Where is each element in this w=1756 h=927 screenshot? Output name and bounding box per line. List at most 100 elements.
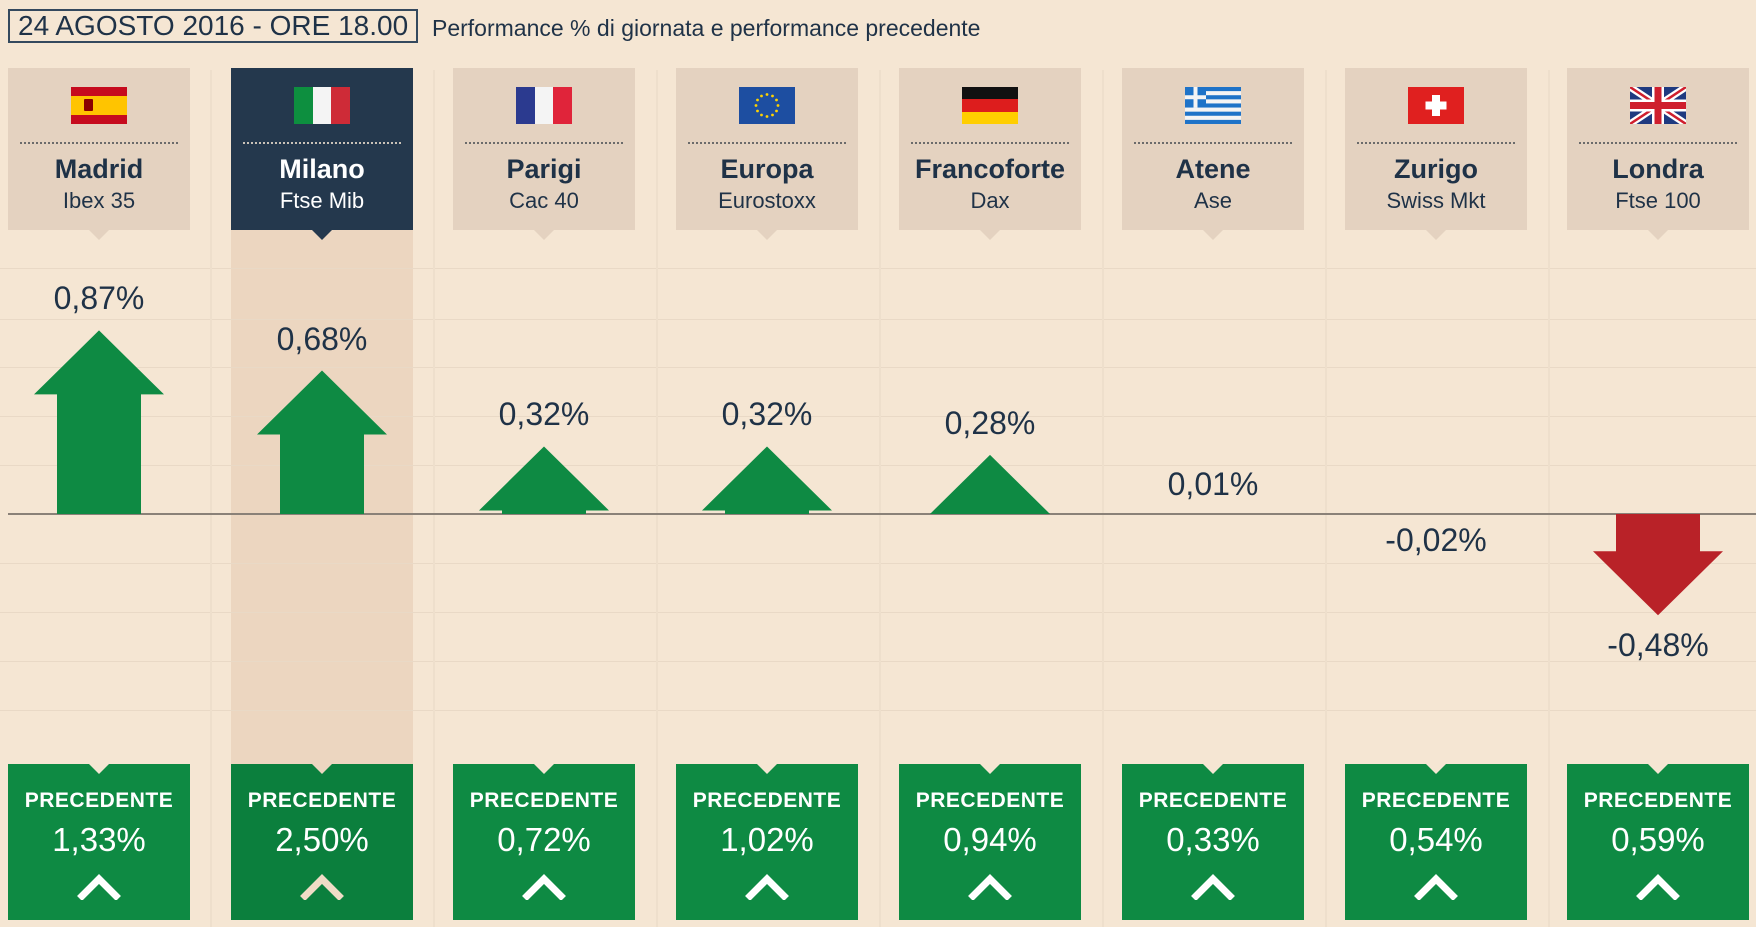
market-city: Atene <box>1175 154 1251 184</box>
chevron-up-icon <box>1414 874 1458 900</box>
gridline <box>0 416 1756 417</box>
column-separator <box>1548 70 1550 927</box>
previous-box-madrid: PRECEDENTE 1,33% <box>8 764 190 920</box>
market-header-francoforte: Francoforte Dax <box>899 68 1081 240</box>
market-header-europa: Europa Eurostoxx <box>676 68 858 240</box>
previous-label: PRECEDENTE <box>1361 789 1511 812</box>
market-index: Eurostoxx <box>718 188 816 213</box>
previous-pointer <box>980 764 1000 774</box>
previous-value: 2,50% <box>275 821 369 858</box>
value-label-zurigo: -0,02% <box>1385 522 1487 558</box>
previous-box-parigi: PRECEDENTE 0,72% <box>453 764 635 920</box>
header-pointer <box>312 230 332 240</box>
previous-box-zurigo: PRECEDENTE 0,54% <box>1345 764 1527 920</box>
previous-value: 0,33% <box>1166 821 1260 858</box>
value-label-madrid: 0,87% <box>53 280 145 317</box>
gridline <box>0 563 1756 564</box>
previous-pointer <box>534 764 554 774</box>
previous-box-francoforte: PRECEDENTE 0,94% <box>899 764 1081 920</box>
italy-flag-icon <box>294 87 350 124</box>
gridline <box>0 367 1756 368</box>
market-header-madrid: Madrid Ibex 35 <box>8 68 190 240</box>
market-city: Zurigo <box>1394 154 1478 184</box>
dotted-divider <box>1134 142 1292 144</box>
column-separator <box>1102 70 1104 927</box>
market-index: Swiss Mkt <box>1386 188 1486 213</box>
gridline <box>0 661 1756 662</box>
market-city: Parigi <box>506 154 582 184</box>
previous-box-europa: PRECEDENTE 1,02% <box>676 764 858 920</box>
up-arrow-milano <box>257 370 387 514</box>
spain-flag-icon <box>71 87 127 124</box>
value-label-atene: 0,01% <box>1167 466 1259 502</box>
header-pointer <box>1203 230 1223 240</box>
previous-value: 1,02% <box>720 821 814 858</box>
previous-value: 0,94% <box>943 821 1037 858</box>
up-arrow-europa <box>702 446 832 514</box>
column-separator <box>433 70 435 927</box>
dotted-divider <box>20 142 178 144</box>
previous-label: PRECEDENTE <box>692 789 842 812</box>
gridline <box>0 612 1756 613</box>
greece-flag-icon <box>1185 87 1241 124</box>
header-pointer <box>1648 230 1668 240</box>
dotted-divider <box>1357 142 1515 144</box>
up-arrow-parigi <box>479 446 609 514</box>
value-label-francoforte: 0,28% <box>944 404 1036 441</box>
previous-label: PRECEDENTE <box>247 789 397 812</box>
down-arrow-londra <box>1593 514 1723 616</box>
zero-line <box>8 513 1756 515</box>
previous-label: PRECEDENTE <box>1583 789 1733 812</box>
previous-pointer <box>1648 764 1668 774</box>
market-city: Milano <box>279 154 365 184</box>
date-box: 24 AGOSTO 2016 - ORE 18.00 <box>8 9 419 43</box>
column-separator <box>879 70 881 927</box>
chevron-up-icon <box>1636 874 1680 900</box>
header-pointer <box>89 230 109 240</box>
header-pointer <box>534 230 554 240</box>
market-index: Dax <box>970 188 1010 213</box>
market-index: Ftse Mib <box>279 188 365 213</box>
column-separator <box>210 70 212 927</box>
previous-value: 1,33% <box>52 821 146 858</box>
chevron-up-icon <box>522 874 566 900</box>
up-arrow-francoforte <box>929 454 1051 514</box>
column-separator <box>656 70 658 927</box>
previous-label: PRECEDENTE <box>469 789 619 812</box>
market-header-zurigo: Zurigo Swiss Mkt <box>1345 68 1527 240</box>
dotted-divider <box>1579 142 1737 144</box>
dotted-divider <box>911 142 1069 144</box>
previous-box-milano: PRECEDENTE 2,50% <box>231 764 413 920</box>
market-city: Francoforte <box>914 154 1066 184</box>
market-city: Londra <box>1612 154 1704 184</box>
switzerland-flag-icon <box>1408 87 1464 124</box>
header-pointer <box>1426 230 1446 240</box>
germany-flag-icon <box>962 87 1018 124</box>
chevron-up-icon <box>300 874 344 900</box>
value-label-milano: 0,68% <box>276 320 368 357</box>
previous-pointer <box>757 764 777 774</box>
dotted-divider <box>688 142 846 144</box>
header-pointer <box>757 230 777 240</box>
value-label-londra: -0,48% <box>1607 627 1709 664</box>
market-header-atene: Atene Ase <box>1122 68 1304 240</box>
value-label-parigi: 0,32% <box>498 396 590 433</box>
previous-box-londra: PRECEDENTE 0,59% <box>1567 764 1749 920</box>
eu-flag-icon <box>739 87 795 124</box>
market-index: Ibex 35 <box>62 188 136 213</box>
gridline <box>0 710 1756 711</box>
previous-label: PRECEDENTE <box>915 789 1065 812</box>
column-separator <box>1325 70 1327 927</box>
france-flag-icon <box>516 87 572 124</box>
market-index: Ftse 100 <box>1615 188 1701 213</box>
market-header-parigi: Parigi Cac 40 <box>453 68 635 240</box>
chevron-up-icon <box>1191 874 1235 900</box>
uk-flag-icon <box>1630 87 1686 124</box>
chart-subtitle: Performance % di giornata e performance … <box>432 15 981 41</box>
previous-value: 0,54% <box>1389 821 1483 858</box>
previous-label: PRECEDENTE <box>1138 789 1288 812</box>
previous-value: 0,72% <box>497 821 591 858</box>
previous-value: 0,59% <box>1611 821 1705 858</box>
up-arrow-madrid <box>34 330 164 514</box>
chevron-up-icon <box>968 874 1012 900</box>
